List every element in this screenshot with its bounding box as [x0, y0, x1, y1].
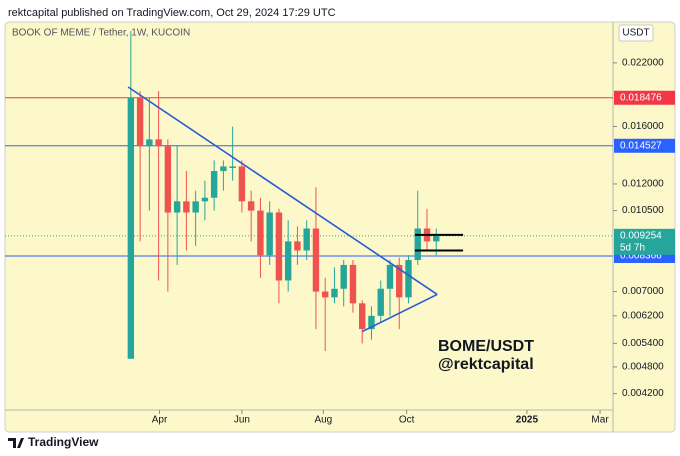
chart-frame: [4, 21, 676, 433]
y-tick-label: 0.010500: [622, 205, 664, 216]
candle-body: [433, 235, 440, 242]
y-tick-label: 0.016000: [622, 121, 664, 132]
unit-box: [618, 24, 654, 42]
candle-body: [321, 291, 329, 298]
candle-body: [183, 201, 190, 213]
candle-body: [220, 166, 227, 172]
x-tick-label: 2025: [516, 415, 539, 426]
x-tick-label: Mar: [591, 415, 609, 426]
candle-body: [377, 288, 384, 316]
candle-body: [405, 259, 412, 298]
candle-body: [396, 264, 403, 298]
price-label: 0.009254: [620, 230, 662, 241]
y-tick-label: 0.022000: [622, 58, 664, 69]
candle-body: [386, 264, 394, 289]
y-tick-label: 0.004800: [622, 362, 664, 373]
candle-body: [146, 139, 153, 147]
x-tick-label: Oct: [399, 415, 415, 426]
trendline: [127, 86, 438, 296]
price-label-box: [614, 90, 675, 105]
candle-body: [275, 212, 283, 281]
candle-body: [340, 264, 347, 289]
y-tick-label: 0.005400: [622, 338, 664, 349]
candle-body: [312, 228, 320, 292]
candle-body: [414, 228, 421, 260]
y-tick-label: 0.007000: [622, 286, 664, 297]
candle-body: [359, 303, 366, 330]
annotation: @rektcapital: [438, 356, 534, 373]
chart-title: BOOK OF MEME / Tether, 1W, KUCOIN: [12, 28, 190, 39]
candle-body: [303, 228, 310, 251]
candle-body: [257, 210, 264, 256]
candle-body: [331, 288, 338, 298]
candle-body: [229, 166, 236, 168]
logo: [8, 438, 24, 448]
candle-body: [238, 166, 246, 202]
price-label: 0.014527: [620, 140, 662, 151]
y-tick-label: 0.004200: [622, 388, 664, 399]
price-label: 0.018476: [620, 92, 662, 103]
y-tick-label: 0.006200: [622, 310, 664, 321]
annotation: BOME/USDT: [438, 338, 534, 355]
y-tick-label: 0.012000: [622, 179, 664, 190]
candle-body: [173, 201, 181, 213]
price-label: 0.008366: [620, 251, 662, 262]
footer-brand: TradingView: [28, 435, 99, 449]
countdown: 5d 7h: [620, 242, 645, 253]
price-label-box: [614, 228, 675, 255]
trendline: [361, 293, 438, 333]
candle-body: [266, 212, 273, 256]
candle-body: [294, 241, 301, 251]
header: rektcapital published on TradingView.com…: [8, 7, 336, 19]
candle-body: [247, 201, 255, 211]
candle-body: [368, 315, 375, 330]
candle-body: [201, 197, 209, 202]
x-tick-label: Jun: [234, 415, 250, 426]
candle-body: [155, 139, 162, 147]
candle-body: [164, 146, 172, 213]
candle-body: [127, 97, 135, 359]
x-tick-label: Aug: [314, 415, 332, 426]
candle-body: [210, 171, 218, 198]
candle-body: [349, 264, 357, 304]
price-label-box: [614, 138, 675, 153]
x-tick-label: Apr: [152, 415, 168, 426]
candle-body: [136, 97, 144, 147]
y-unit: USDT: [622, 28, 649, 39]
candle-body: [284, 241, 292, 281]
plot: [5, 31, 613, 359]
candle-body: [192, 201, 199, 213]
